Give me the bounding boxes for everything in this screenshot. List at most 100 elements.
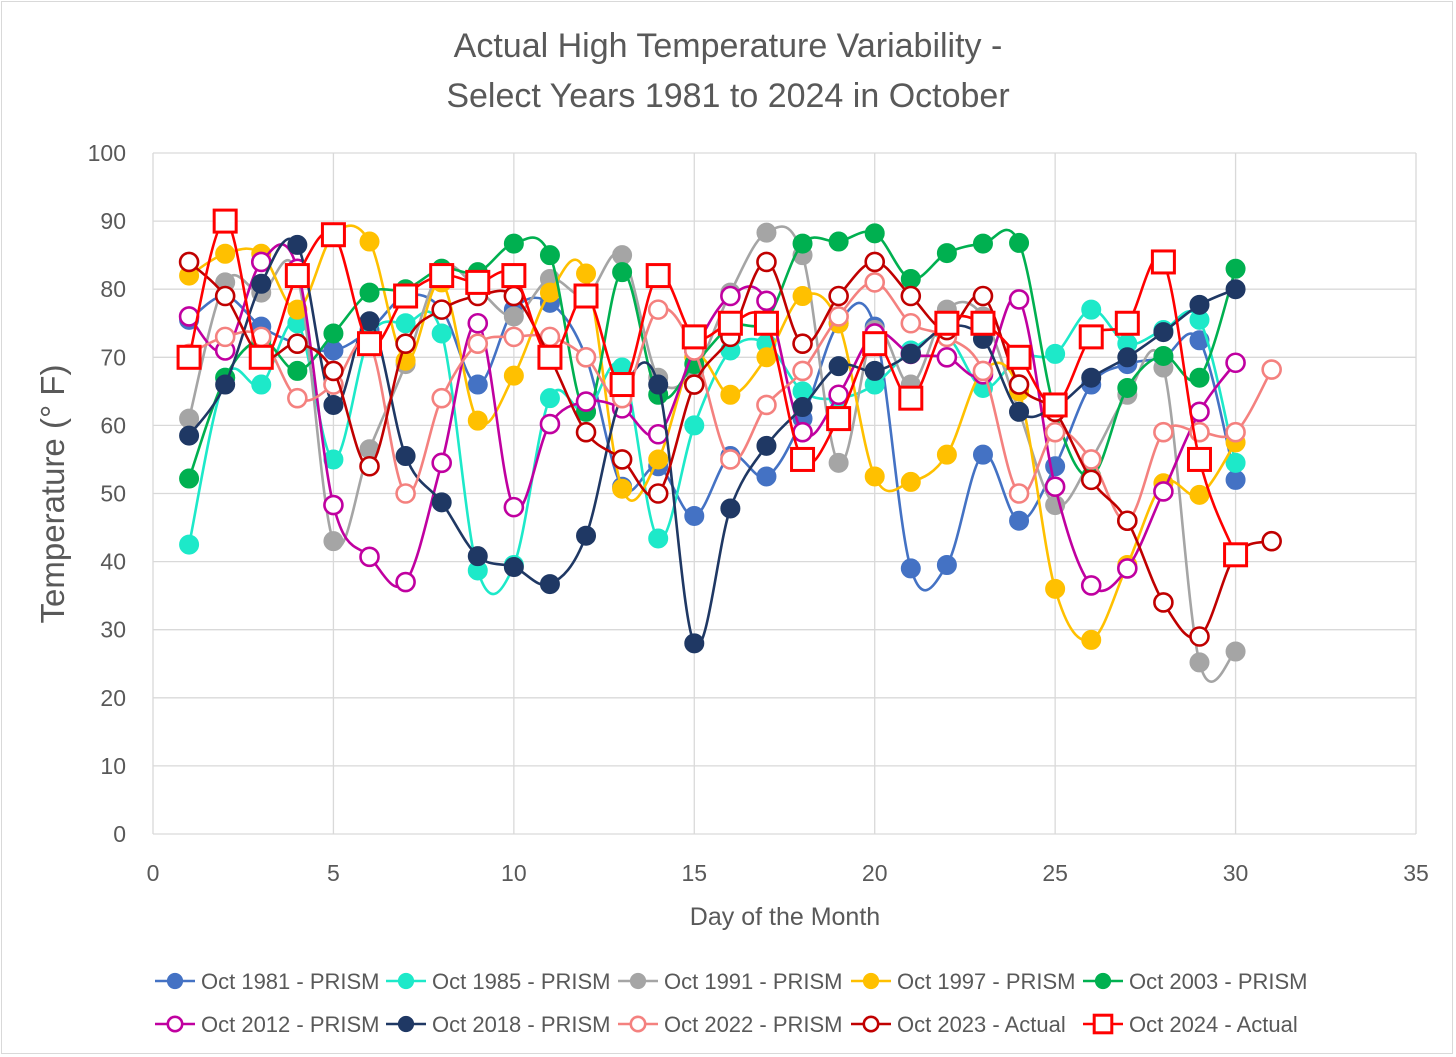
data-point [934, 310, 960, 336]
data-point [539, 245, 560, 266]
data-point [503, 496, 525, 518]
data-point [1153, 345, 1174, 366]
data-point [1008, 289, 1030, 310]
series-line [188, 237, 1237, 648]
data-point [756, 222, 777, 243]
data-point [936, 444, 957, 465]
x-tick-label: 10 [501, 860, 527, 886]
series-oct-2024-actual [176, 208, 1249, 568]
data-point [790, 446, 816, 472]
data-point [214, 326, 236, 348]
data-point [828, 356, 849, 377]
data-point [539, 388, 560, 409]
legend: Oct 1981 - PRISM Oct 1985 - PRISM Oct 1991… [155, 969, 1308, 1037]
data-point [467, 333, 489, 354]
data-point [1009, 510, 1030, 531]
x-tick-label: 0 [147, 860, 160, 886]
data-point [1045, 343, 1066, 364]
x-axis-title: Day of the Month [690, 903, 880, 931]
data-point [323, 323, 344, 344]
data-point [1189, 294, 1210, 315]
data-point [179, 534, 200, 555]
data-point [648, 528, 669, 549]
data-point [720, 498, 741, 519]
y-tick-label: 10 [100, 753, 126, 779]
data-point [936, 346, 958, 368]
data-point [1189, 401, 1210, 423]
chart-title: Actual High Temperature Variability - Se… [446, 27, 1009, 115]
data-point [972, 233, 993, 254]
data-point [179, 468, 200, 489]
data-point [717, 310, 743, 336]
data-point [900, 343, 921, 364]
data-point [359, 231, 380, 252]
data-point [575, 346, 597, 368]
data-point [647, 299, 669, 320]
data-point [1117, 510, 1138, 532]
data-point [176, 344, 202, 370]
data-point [756, 466, 777, 487]
legend-entry: Oct 2022 - PRISM [618, 1012, 843, 1037]
chart-title-line-2: Select Years 1981 to 2024 in October [446, 77, 1009, 115]
data-point [648, 374, 669, 395]
data-point [467, 410, 488, 431]
data-point [684, 505, 705, 526]
data-point [575, 421, 597, 443]
data-point [1114, 310, 1140, 336]
data-point [753, 310, 779, 336]
data-point [756, 251, 777, 273]
legend-entry: Oct 1997 - PRISM [851, 969, 1076, 994]
data-point [537, 344, 563, 370]
data-point [395, 333, 416, 354]
legend-marker [166, 972, 184, 990]
data-point [251, 273, 272, 294]
data-point [467, 312, 489, 334]
data-point [864, 360, 885, 381]
data-point [359, 282, 380, 303]
y-tick-label: 30 [100, 617, 126, 643]
data-point [792, 421, 813, 443]
data-point [828, 285, 849, 307]
legend-label: Oct 1981 - PRISM [201, 969, 380, 994]
data-point [792, 360, 813, 382]
legend-marker [629, 972, 647, 990]
data-point [575, 391, 597, 412]
data-point [826, 406, 852, 432]
data-point [1225, 452, 1246, 473]
data-point [684, 415, 705, 436]
data-point [756, 290, 777, 312]
data-point [539, 413, 561, 435]
data-point [503, 557, 524, 578]
data-point [828, 452, 849, 473]
x-tick-label: 35 [1403, 860, 1429, 886]
data-point [323, 531, 344, 552]
data-point [645, 263, 671, 289]
data-point [900, 268, 921, 289]
data-point [648, 449, 669, 470]
data-point [573, 283, 599, 309]
data-point [467, 546, 488, 567]
data-point [1261, 530, 1282, 552]
data-point [720, 384, 741, 405]
data-point [393, 283, 419, 309]
legend-marker [397, 972, 415, 990]
y-axis-tick-labels: 0 10 20 30 40 50 60 70 80 90 100 [88, 140, 126, 847]
series-line [188, 293, 1237, 592]
data-point [1117, 558, 1138, 579]
data-point [501, 263, 527, 289]
data-point [287, 360, 308, 381]
data-point [864, 466, 885, 487]
x-tick-label: 5 [327, 860, 340, 886]
data-point [612, 245, 633, 266]
data-point [215, 374, 236, 395]
data-point [323, 340, 344, 361]
data-point [1225, 352, 1246, 374]
data-point [1117, 377, 1138, 398]
x-tick-label: 25 [1042, 860, 1068, 886]
data-point [503, 365, 524, 386]
data-point [1225, 258, 1246, 279]
data-point [612, 262, 633, 283]
data-point [1081, 367, 1102, 388]
